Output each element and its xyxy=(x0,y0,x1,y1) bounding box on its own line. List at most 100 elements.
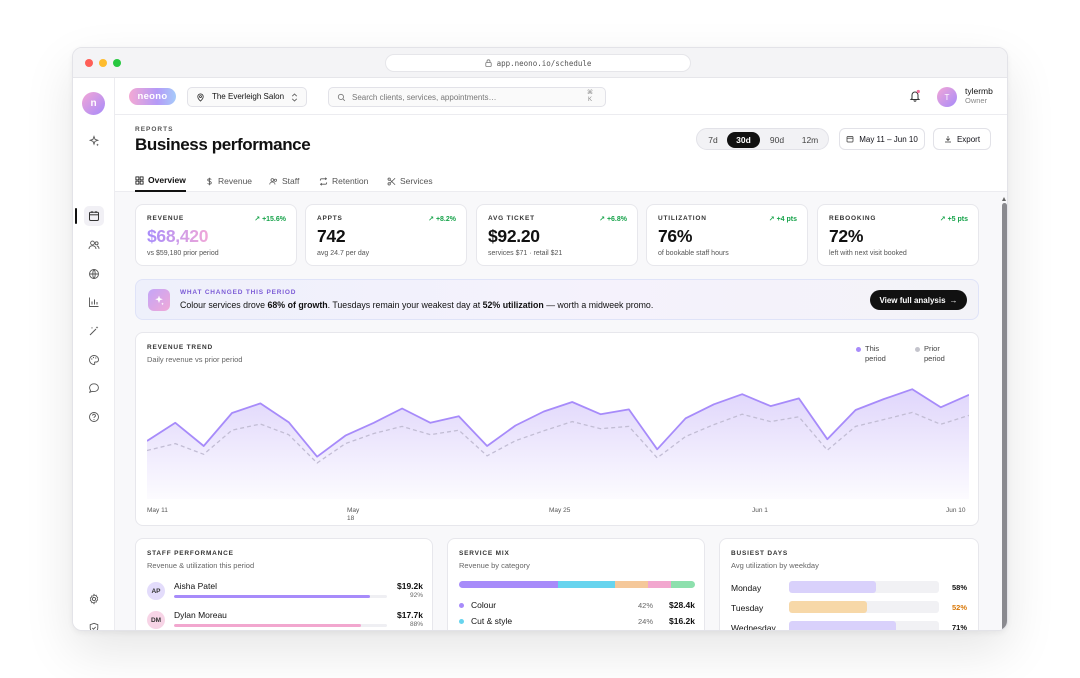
service-mix-segment[interactable] xyxy=(459,581,559,588)
staff-row[interactable]: DM Dylan Moreau $17.7k 88% xyxy=(147,608,423,630)
sidebar-item-reports[interactable] xyxy=(84,292,104,312)
data-point[interactable] xyxy=(852,406,860,414)
app-logo[interactable]: n xyxy=(82,92,105,115)
data-point[interactable] xyxy=(625,405,633,413)
sidebar-item-calendar[interactable] xyxy=(84,206,104,226)
service-mix-segment[interactable] xyxy=(647,581,672,588)
search-box[interactable]: Search clients, services, appointments… … xyxy=(328,87,606,107)
notifications-button[interactable] xyxy=(909,89,923,103)
salon-selector[interactable]: The Everleigh Salon xyxy=(187,87,307,107)
data-point[interactable] xyxy=(228,409,236,417)
kpi-value: 72% xyxy=(829,226,864,246)
scrollbar[interactable] xyxy=(1002,197,1007,630)
data-point[interactable] xyxy=(908,385,916,393)
tab-overview[interactable]: Overview xyxy=(135,170,186,192)
sidebar-item-help[interactable] xyxy=(84,407,104,427)
data-point[interactable] xyxy=(285,418,293,426)
tab-staff[interactable]: Staff xyxy=(269,170,299,192)
service-mix-segment[interactable] xyxy=(558,581,615,588)
data-point[interactable] xyxy=(880,395,888,403)
sidebar-item-clients[interactable] xyxy=(84,235,104,255)
data-point[interactable] xyxy=(682,414,690,422)
data-point[interactable] xyxy=(597,410,605,418)
data-point[interactable] xyxy=(256,399,264,407)
service-mix-segment[interactable] xyxy=(671,581,695,588)
data-point[interactable] xyxy=(568,398,576,406)
kpi-card-rebooking[interactable]: REBOOKING ↗ +5 pts 72% left with next vi… xyxy=(817,204,979,266)
sidebar-item-security[interactable] xyxy=(84,618,104,630)
scroll-up-arrow[interactable] xyxy=(1002,197,1006,201)
data-point[interactable] xyxy=(171,419,179,427)
data-point[interactable] xyxy=(738,390,746,398)
service-mix-segment[interactable] xyxy=(614,581,648,588)
weekday-row[interactable]: Monday 58% xyxy=(731,581,967,595)
data-point[interactable] xyxy=(710,400,718,408)
data-point[interactable] xyxy=(511,421,519,429)
data-point[interactable] xyxy=(341,432,349,440)
staff-row[interactable]: AP Aisha Patel $19.2k 92% xyxy=(147,579,423,605)
data-point[interactable] xyxy=(426,419,434,427)
sparkle-icon xyxy=(88,135,100,147)
data-point[interactable] xyxy=(795,394,803,402)
data-point[interactable] xyxy=(767,402,775,410)
tab-bar: Overview Revenue Staff Retention Service… xyxy=(115,170,1007,192)
kpi-card-revenue[interactable]: REVENUE ↗ +15.6% $68,420 vs $59,180 prio… xyxy=(135,204,297,266)
weekday-row[interactable]: Wednesday 71% xyxy=(731,621,967,630)
sidebar-item-settings[interactable] xyxy=(84,589,104,609)
sidebar-item-marketing[interactable] xyxy=(84,321,104,341)
range-30d[interactable]: 30d xyxy=(727,132,760,148)
data-point[interactable] xyxy=(200,442,208,450)
sparkle-icon xyxy=(148,289,170,311)
this-period-area xyxy=(147,389,969,499)
weekday-bar xyxy=(789,601,939,613)
kpi-card-avg-ticket[interactable]: AVG TICKET ↗ +6.8% $92.20 services $71 ·… xyxy=(476,204,638,266)
export-button[interactable]: Export xyxy=(933,128,991,150)
kpi-card-utilization[interactable]: UTILIZATION ↗ +4 pts 76% of bookable sta… xyxy=(646,204,808,266)
kpi-delta: ↗ +6.8% xyxy=(599,216,627,223)
data-point[interactable] xyxy=(823,435,831,443)
user-role: Owner xyxy=(965,96,988,105)
range-12m[interactable]: 12m xyxy=(801,135,819,145)
tab-revenue[interactable]: Revenue xyxy=(205,170,252,192)
close-window-button[interactable] xyxy=(85,59,93,67)
bell-icon xyxy=(909,89,921,102)
brand-logo[interactable]: neono xyxy=(129,88,176,105)
maximize-window-button[interactable] xyxy=(113,59,121,67)
sidebar-item-messages[interactable] xyxy=(84,378,104,398)
date-range-picker[interactable]: May 11 – Jun 10 xyxy=(839,128,925,150)
data-point[interactable] xyxy=(540,407,548,415)
view-full-analysis-button[interactable]: View full analysis → xyxy=(870,290,967,310)
kpi-card-appts[interactable]: APPTS ↗ +8.2% 742 avg 24.7 per day xyxy=(305,204,467,266)
sidebar: n xyxy=(73,78,115,630)
scrollbar-thumb[interactable] xyxy=(1002,203,1007,630)
data-point[interactable] xyxy=(398,405,406,413)
data-point[interactable] xyxy=(483,442,491,450)
service-mix-bar xyxy=(459,581,695,588)
data-point[interactable] xyxy=(313,453,321,461)
magic-wand-icon xyxy=(89,326,99,336)
weekday-bar xyxy=(789,621,939,630)
data-point[interactable] xyxy=(370,419,378,427)
data-point[interactable] xyxy=(653,445,661,453)
address-bar[interactable]: app.neono.io/schedule xyxy=(385,54,691,72)
data-point[interactable] xyxy=(937,403,945,411)
grid-icon xyxy=(135,175,144,185)
repeat-icon xyxy=(319,176,328,186)
data-point[interactable] xyxy=(455,412,463,420)
utilization-percent: 92% xyxy=(409,592,423,599)
staff-performance-card: STAFF PERFORMANCE Revenue & utilization … xyxy=(135,538,433,630)
service-mix-row[interactable]: Colour 42% $28.4k xyxy=(459,600,695,612)
weekday-row[interactable]: Tuesday 52% xyxy=(731,601,967,615)
service-mix-row[interactable]: Cut & style 24% $16.2k xyxy=(459,616,695,628)
tab-services[interactable]: Services xyxy=(387,170,433,192)
sidebar-item-services[interactable] xyxy=(84,264,104,284)
kpi-sub: avg 24.7 per day xyxy=(317,250,370,257)
range-7d[interactable]: 7d xyxy=(708,135,718,145)
kpi-sub: of bookable staff hours xyxy=(658,250,729,257)
search-input[interactable]: Search clients, services, appointments… xyxy=(352,93,497,102)
sidebar-item-branding[interactable] xyxy=(84,350,104,370)
sidebar-item-sparkle[interactable] xyxy=(84,131,104,151)
minimize-window-button[interactable] xyxy=(99,59,107,67)
tab-retention[interactable]: Retention xyxy=(319,170,368,192)
range-90d[interactable]: 90d xyxy=(769,135,785,145)
